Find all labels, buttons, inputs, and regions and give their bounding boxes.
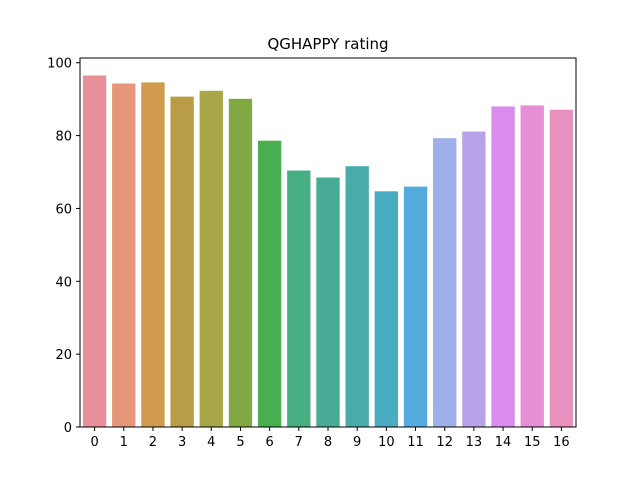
x-tick-label: 14 (495, 435, 512, 450)
bar-7 (287, 170, 311, 427)
y-axis: 0 20 40 60 80 100 (47, 57, 80, 436)
bar-8 (316, 177, 340, 427)
bar-6 (257, 140, 282, 427)
y-tick-label: 80 (55, 130, 72, 145)
x-tick-label: 12 (436, 435, 453, 450)
x-tick-label: 7 (295, 435, 303, 450)
y-tick-label: 60 (55, 202, 72, 217)
chart-title: QGHAPPY rating (267, 35, 388, 53)
bars-layer (82, 75, 574, 428)
x-tick-label: 8 (324, 435, 332, 450)
x-tick-label: 0 (90, 435, 98, 450)
y-tick-label: 20 (55, 348, 72, 363)
y-tick-label: 100 (47, 57, 72, 72)
bar-12 (433, 138, 457, 427)
bar-3 (170, 96, 194, 428)
bar-13 (462, 131, 486, 427)
x-tick-label: 4 (207, 435, 215, 450)
x-tick-label: 11 (407, 435, 424, 450)
bar-10 (374, 191, 399, 427)
x-tick-label: 3 (178, 435, 186, 450)
x-tick-label: 9 (353, 435, 361, 450)
bar-9 (345, 166, 369, 427)
x-tick-label: 2 (149, 435, 157, 450)
x-tick-label: 16 (553, 435, 570, 450)
bar-4 (199, 90, 223, 427)
y-tick-label: 40 (55, 275, 72, 290)
bar-2 (141, 82, 165, 427)
bar-1 (112, 83, 136, 427)
bar-14 (491, 106, 515, 427)
bar-15 (520, 105, 544, 427)
x-tick-label: 6 (266, 435, 274, 450)
x-tick-label: 1 (120, 435, 128, 450)
plot-frame (79, 57, 577, 428)
x-tick-label: 10 (378, 435, 395, 450)
bar-11 (403, 186, 428, 427)
x-tick-label: 13 (466, 435, 483, 450)
bar-16 (549, 109, 574, 427)
bar-5 (228, 98, 253, 428)
bar-0 (82, 75, 107, 427)
x-axis: 0 1 2 3 4 5 6 7 8 9 10 11 12 13 14 15 16 (90, 427, 570, 450)
y-tick-label: 0 (64, 421, 72, 436)
x-tick-label: 5 (236, 435, 244, 450)
x-tick-label: 15 (524, 435, 541, 450)
